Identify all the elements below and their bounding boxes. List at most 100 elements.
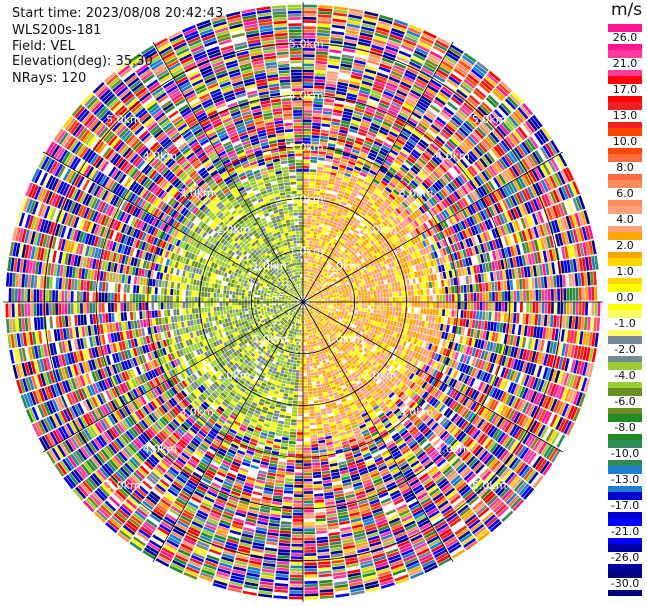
range-gate — [340, 303, 343, 306]
range-gate — [303, 63, 315, 67]
range-gate — [320, 132, 329, 137]
range-gate — [317, 255, 321, 259]
range-gate — [360, 289, 364, 293]
range-gate — [372, 178, 380, 185]
range-gate — [430, 295, 433, 302]
range-gate — [492, 292, 495, 301]
range-gate — [320, 278, 324, 282]
range-gate — [303, 122, 312, 126]
range-gate — [325, 89, 336, 94]
range-gate — [353, 62, 366, 68]
range-gate — [336, 258, 340, 263]
range-gate — [443, 126, 454, 136]
range-gate — [318, 280, 322, 284]
range-gate — [385, 509, 397, 516]
range-gate — [315, 60, 327, 65]
range-gate — [336, 196, 343, 201]
range-gate — [370, 122, 381, 129]
range-gate — [311, 244, 315, 248]
range-gate — [566, 288, 570, 301]
range-gate — [347, 183, 354, 189]
range-gate — [439, 131, 450, 140]
range-gate — [324, 164, 332, 169]
range-gate — [303, 103, 313, 107]
range-gate — [504, 302, 508, 312]
range-gate — [485, 282, 489, 292]
range-gate — [308, 281, 311, 285]
range-gate — [303, 231, 307, 234]
range-gate — [399, 302, 402, 307]
range-gate — [303, 178, 309, 182]
range-gate — [363, 180, 371, 187]
range-gate — [303, 159, 310, 163]
range-gate — [330, 270, 334, 274]
range-gate — [321, 250, 326, 254]
range-gate — [372, 325, 377, 330]
range-gate — [303, 138, 311, 141]
range-gate — [339, 227, 345, 232]
range-gate — [578, 287, 582, 301]
range-gate — [377, 132, 387, 139]
range-gate — [337, 303, 340, 306]
range-gate — [401, 291, 405, 297]
range-gate — [364, 68, 377, 75]
range-gate — [307, 284, 310, 288]
range-gate — [382, 289, 386, 294]
range-gate — [401, 106, 412, 114]
range-gate — [340, 158, 349, 163]
range-gate — [447, 317, 451, 325]
range-gate — [440, 279, 445, 287]
range-gate — [342, 48, 356, 53]
range-gate — [316, 279, 319, 282]
range-gate — [379, 150, 388, 157]
range-gate — [329, 175, 336, 179]
range-gate — [339, 307, 343, 311]
range-gate — [331, 194, 337, 199]
range-gate — [349, 8, 364, 14]
range-gate — [395, 276, 400, 282]
range-gate — [519, 290, 523, 301]
range-gate — [562, 315, 566, 329]
range-gate — [369, 316, 373, 320]
range-gate — [353, 143, 363, 149]
range-gate — [442, 57, 456, 67]
range-gate — [422, 30, 437, 39]
range-gate — [330, 127, 339, 132]
range-gate — [377, 305, 380, 310]
range-gate — [437, 133, 448, 143]
range-gate — [318, 265, 321, 269]
range-gate — [316, 268, 320, 272]
range-gate — [360, 286, 364, 290]
range-gate — [359, 172, 367, 178]
range-gate — [323, 224, 328, 229]
range-gate — [320, 382, 326, 387]
range-gate — [346, 26, 360, 32]
range-gate — [328, 242, 333, 247]
range-gate — [346, 23, 361, 29]
range-gate — [314, 82, 325, 86]
range-gate — [320, 233, 325, 237]
range-gate — [342, 251, 346, 256]
range-gate — [414, 325, 418, 332]
range-gate — [310, 159, 318, 163]
range-gate — [322, 117, 332, 121]
range-gate — [466, 310, 470, 319]
range-gate — [364, 11, 379, 17]
range-gate — [322, 391, 328, 396]
range-gate — [305, 256, 308, 259]
range-gate — [362, 318, 366, 322]
range-gate — [312, 122, 321, 126]
range-gate — [399, 296, 402, 302]
range-gate — [317, 163, 325, 167]
range-gate — [307, 287, 310, 291]
range-gate — [451, 116, 462, 126]
range-gate — [335, 250, 339, 255]
range-gate — [303, 293, 305, 296]
range-gate — [368, 128, 378, 135]
range-gate — [304, 293, 307, 297]
range-gate — [385, 157, 394, 164]
range-gate — [398, 84, 411, 92]
range-gate — [485, 302, 489, 311]
range-gate — [313, 267, 316, 271]
range-gate — [311, 141, 319, 145]
